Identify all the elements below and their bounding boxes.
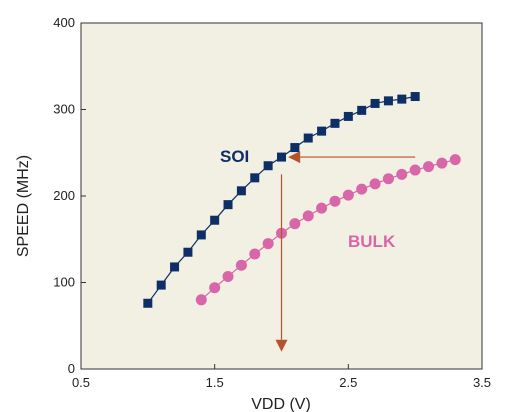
data-point-bulk: [449, 154, 461, 166]
y-axis-label: SPEED (MHz): [15, 155, 32, 257]
y-tick-label: 100: [53, 275, 75, 290]
data-point-soi: [183, 247, 193, 257]
data-point-soi: [290, 143, 300, 153]
data-point-bulk: [382, 173, 394, 185]
data-point-bulk: [356, 183, 368, 195]
x-tick-label: 3.5: [473, 375, 491, 390]
data-point-bulk: [289, 218, 301, 230]
data-point-bulk: [423, 161, 435, 173]
y-tick-label: 400: [53, 15, 75, 30]
data-point-bulk: [329, 195, 341, 207]
data-point-bulk: [436, 157, 448, 169]
data-point-bulk: [409, 164, 421, 176]
data-point-soi: [410, 92, 420, 102]
data-point-soi: [170, 262, 180, 272]
data-point-soi: [330, 118, 340, 128]
data-point-soi: [383, 96, 393, 106]
x-tick-label: 2.5: [339, 375, 357, 390]
data-point-bulk: [249, 248, 261, 260]
data-point-bulk: [222, 270, 234, 282]
data-point-soi: [223, 200, 233, 210]
series-label-soi: SOI: [220, 147, 249, 166]
data-point-bulk: [396, 168, 408, 180]
y-tick-label: 200: [53, 188, 75, 203]
data-point-soi: [236, 186, 246, 196]
data-point-bulk: [342, 189, 354, 201]
data-point-bulk: [195, 294, 207, 306]
data-point-soi: [263, 161, 273, 171]
data-point-bulk: [209, 282, 221, 294]
y-tick-label: 0: [68, 361, 75, 376]
data-point-soi: [357, 105, 367, 115]
series-label-bulk: BULK: [348, 232, 396, 251]
annotation-arrow-head: [275, 339, 288, 352]
x-tick-label: 1.5: [206, 375, 224, 390]
data-point-soi: [317, 126, 327, 136]
data-point-soi: [250, 173, 260, 183]
annotation-arrow-head: [288, 151, 301, 164]
data-point-bulk: [369, 178, 381, 190]
data-point-soi: [196, 230, 206, 240]
data-point-soi: [210, 215, 220, 225]
data-point-soi: [143, 298, 153, 308]
data-point-bulk: [302, 210, 314, 222]
data-point-soi: [277, 152, 286, 162]
x-tick-label: 0.5: [72, 375, 90, 390]
data-point-soi: [370, 98, 380, 108]
data-point-soi: [156, 280, 166, 290]
y-tick-label: 300: [53, 102, 75, 117]
x-axis-label: VDD (V): [251, 396, 311, 412]
data-point-soi: [343, 111, 353, 121]
data-point-soi: [303, 133, 313, 143]
data-point-soi: [397, 94, 407, 104]
data-point-bulk: [316, 202, 328, 214]
data-point-bulk: [235, 259, 247, 271]
data-point-bulk: [262, 238, 274, 250]
